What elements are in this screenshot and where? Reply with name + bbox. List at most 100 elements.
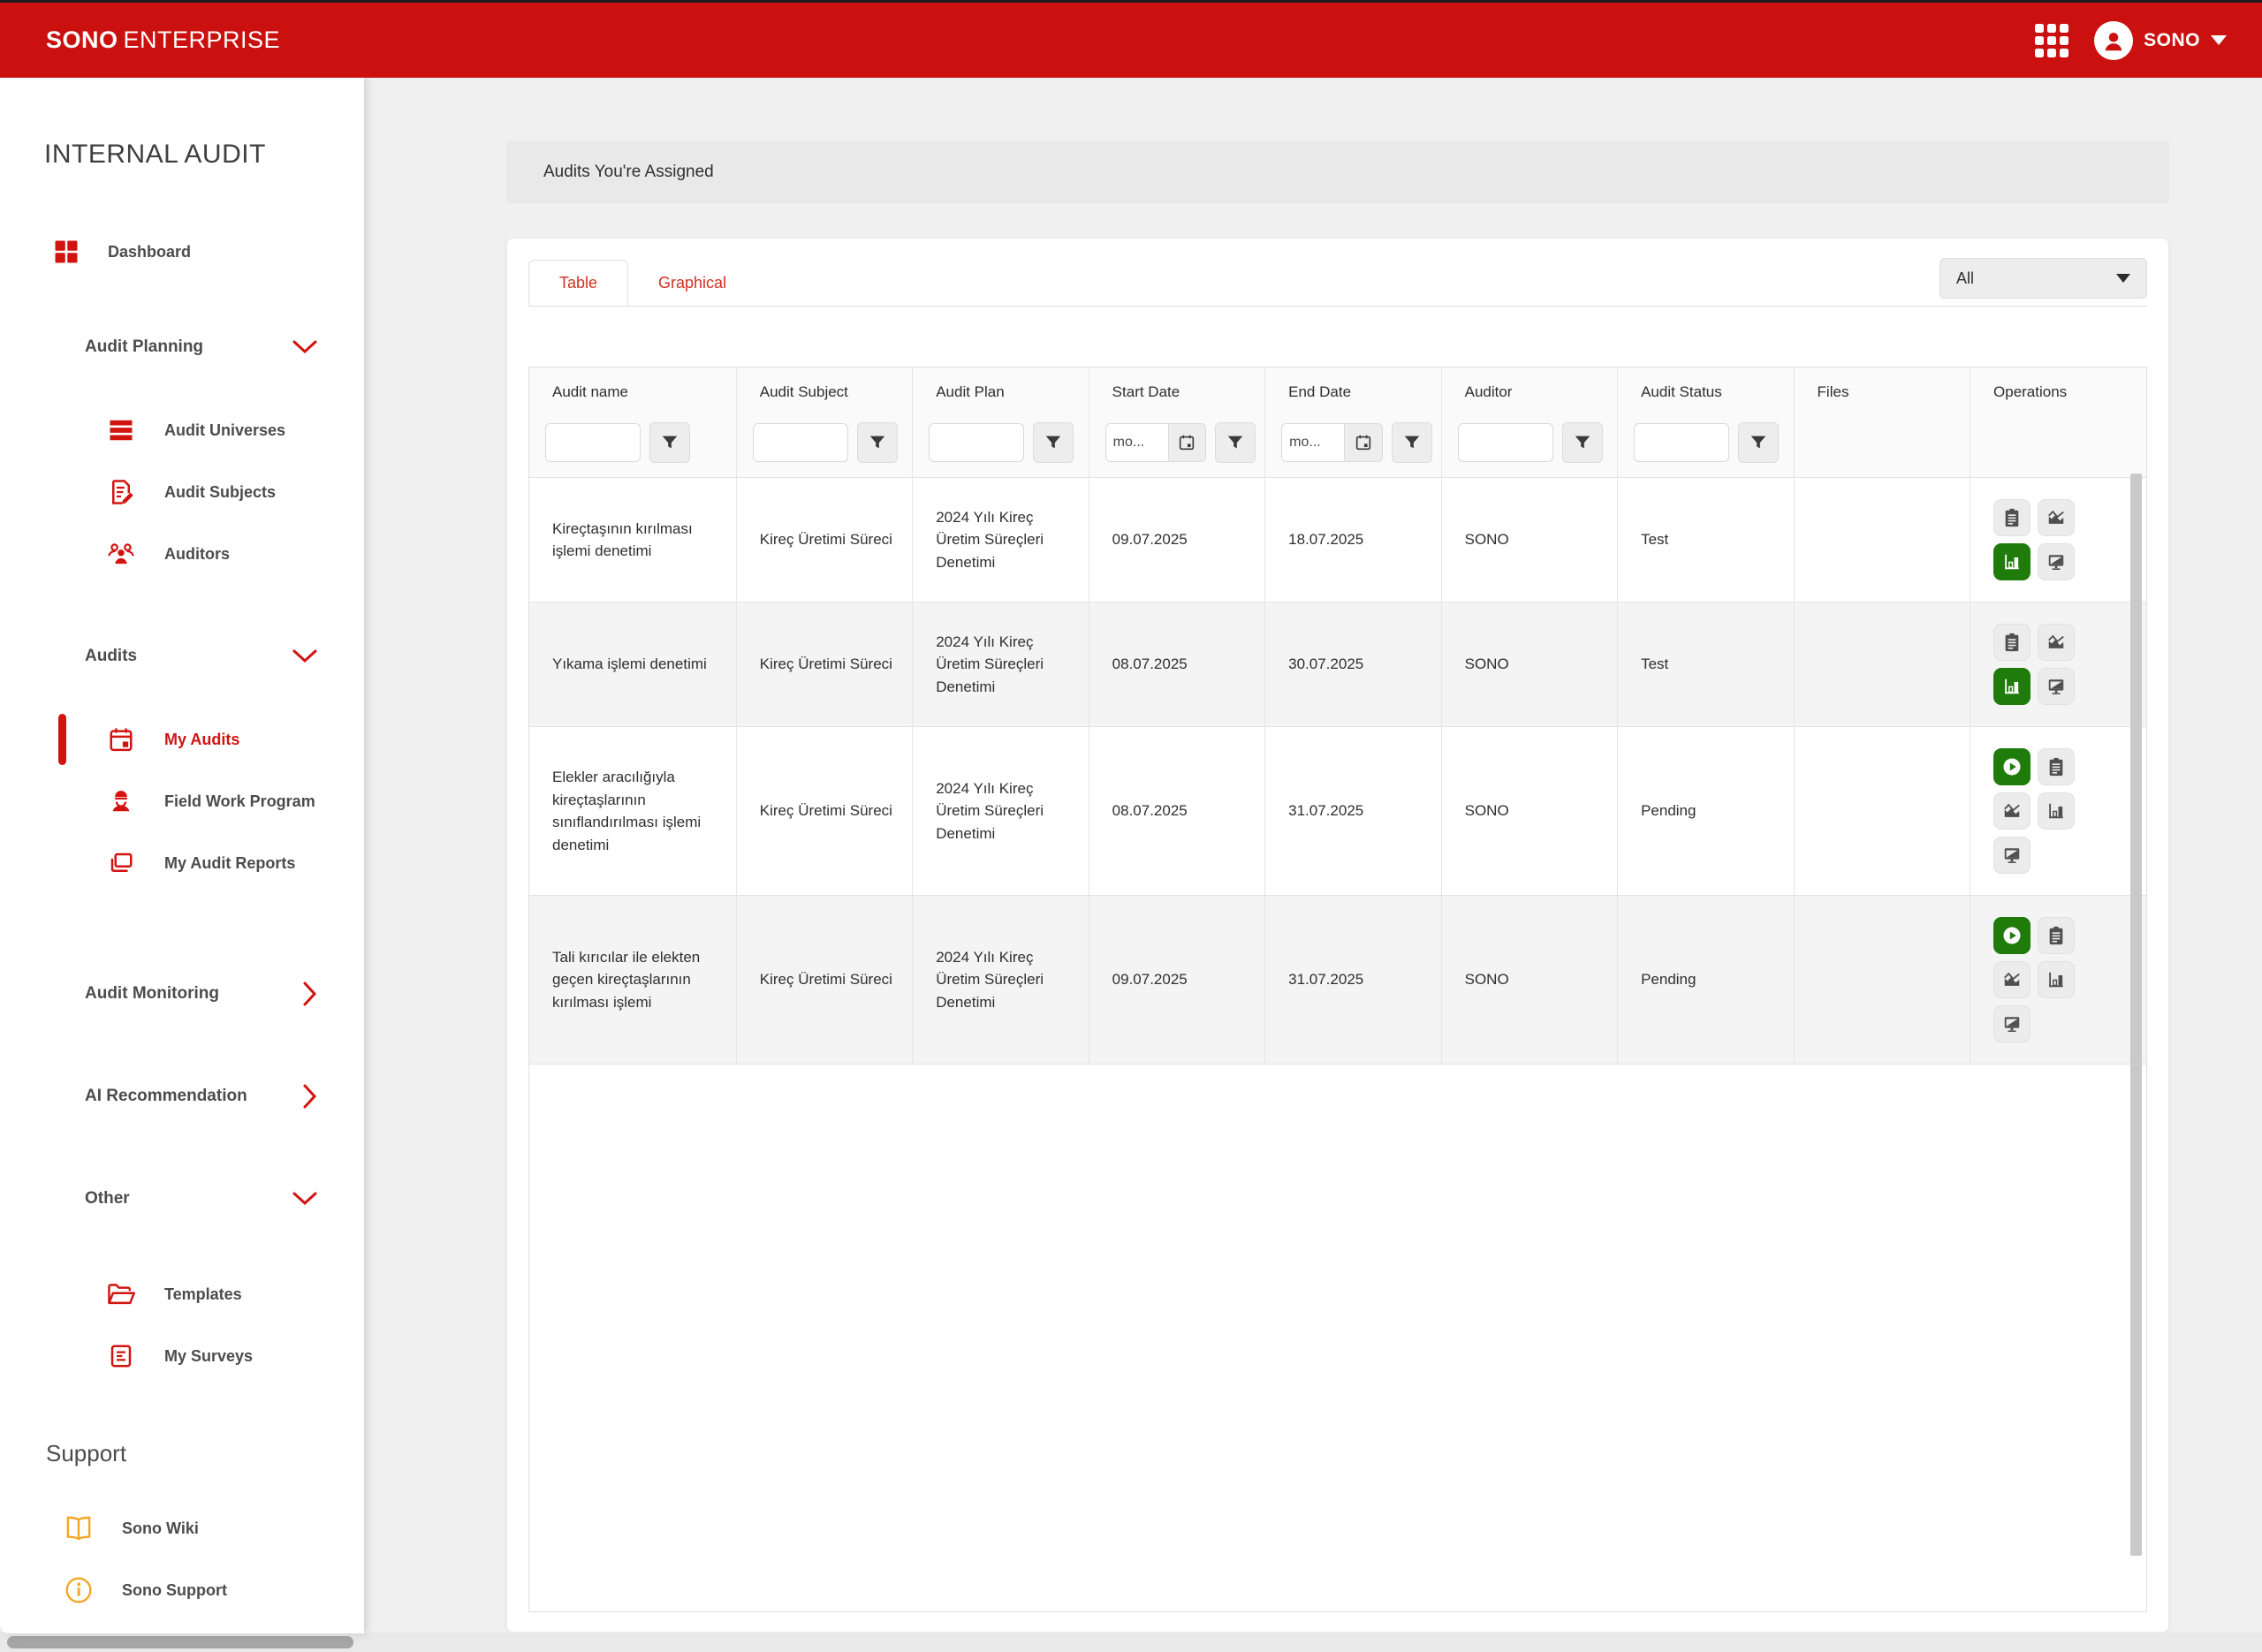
col-header-operations[interactable]: Operations: [1970, 368, 2146, 417]
monitor-button[interactable]: [2038, 543, 2076, 580]
reports-icon: [106, 848, 136, 878]
table-row[interactable]: Kireçtaşının kırılması işlemi denetimi K…: [529, 477, 2146, 602]
sidebar-item-dashboard[interactable]: Dashboard: [51, 231, 364, 272]
monitor-button[interactable]: [1993, 1005, 2031, 1042]
calendar-button[interactable]: [1167, 424, 1206, 461]
table-header-row: Audit name Audit Subject Audit Plan Star…: [529, 368, 2146, 417]
view-tabs: Table Graphical: [528, 260, 756, 306]
sidebar-item-my-audit-reports[interactable]: My Audit Reports: [0, 832, 364, 894]
brand-logo[interactable]: SONO ENTERPRISE: [46, 27, 280, 54]
support-list: Sono Wiki Sono Support: [0, 1497, 364, 1621]
monitor-button[interactable]: [1993, 837, 2031, 874]
filter-input-audit-plan[interactable]: [929, 423, 1025, 462]
cell-start-date: 08.07.2025: [1089, 602, 1266, 727]
sidebar-item-audit-universes[interactable]: Audit Universes: [0, 399, 364, 461]
filter-select[interactable]: All: [1939, 258, 2147, 299]
filter-select-value: All: [1956, 269, 1975, 287]
col-header-audit-status[interactable]: Audit Status: [1617, 368, 1795, 417]
calendar-button[interactable]: [1344, 424, 1382, 461]
sidebar-item-my-audits[interactable]: My Audits: [0, 709, 364, 770]
sidebar-item-my-surveys[interactable]: My Surveys: [0, 1325, 364, 1387]
area-chart-button[interactable]: [2038, 499, 2076, 536]
table-row[interactable]: Yıkama işlemi denetimi Kireç Üretimi Sür…: [529, 602, 2146, 727]
monitor-icon: [2048, 679, 2064, 694]
audit-planning-sublist: Audit Universes Audit Subjects Auditors: [0, 399, 364, 585]
sidebar-item-auditors[interactable]: Auditors: [0, 523, 364, 585]
tab-table[interactable]: Table: [528, 260, 629, 306]
col-header-files[interactable]: Files: [1794, 368, 1971, 417]
cell-files: [1794, 895, 1971, 1065]
table-row[interactable]: Tali kırıcılar ile elekten geçen kireçta…: [529, 895, 2146, 1065]
filter-funnel-button[interactable]: [1215, 422, 1256, 463]
sidebar-item-templates[interactable]: Templates: [0, 1263, 364, 1325]
bar-chart-button[interactable]: [1993, 543, 2031, 580]
bar-chart-icon: [2005, 554, 2019, 570]
sidebar-item-sono-support[interactable]: Sono Support: [0, 1559, 364, 1621]
document-edit-icon: [106, 477, 136, 507]
filter-input-auditor[interactable]: [1457, 423, 1553, 462]
sidebar-item-field-work-program[interactable]: Field Work Program: [0, 770, 364, 832]
sidebar-item-label: Sono Wiki: [122, 1519, 199, 1537]
table-vertical-scrollbar[interactable]: [2130, 474, 2142, 1556]
play-button[interactable]: [1993, 917, 2031, 954]
col-header-end-date[interactable]: End Date: [1264, 368, 1442, 417]
calendar-icon: [106, 724, 136, 754]
clipboard-button[interactable]: [1993, 499, 2031, 536]
bar-chart-button[interactable]: [1993, 668, 2031, 705]
funnel-icon: [1045, 436, 1061, 449]
clipboard-button[interactable]: [1993, 624, 2031, 661]
area-chart-icon: [2004, 972, 2020, 986]
page-title: Audits You're Assigned: [543, 163, 714, 181]
cell-audit-status: Pending: [1617, 726, 1795, 896]
play-icon: [2003, 758, 2021, 776]
sidebar-item-sono-wiki[interactable]: Sono Wiki: [0, 1497, 364, 1559]
cell-audit-name: Elekler aracılığıyla kireçtaşlarının sın…: [529, 726, 737, 896]
sidebar-section-audit-planning[interactable]: Audit Planning: [85, 327, 318, 368]
filter-input-start-date[interactable]: [1105, 424, 1168, 461]
area-chart-button[interactable]: [1993, 792, 2031, 830]
clipboard-button[interactable]: [2038, 748, 2076, 785]
filter-funnel-button[interactable]: [649, 422, 690, 463]
sidebar-section-audit-monitoring[interactable]: Audit Monitoring: [85, 974, 318, 1014]
filter-input-audit-name[interactable]: [545, 423, 641, 462]
sidebar-item-audit-subjects[interactable]: Audit Subjects: [0, 461, 364, 523]
play-button[interactable]: [1993, 748, 2031, 785]
bar-chart-button[interactable]: [2038, 961, 2076, 998]
cell-audit-plan: 2024 Yılı Kireç Üretim Süreçleri Denetim…: [912, 726, 1089, 896]
col-header-audit-plan[interactable]: Audit Plan: [912, 368, 1089, 417]
col-header-auditor[interactable]: Auditor: [1441, 368, 1619, 417]
apps-grid-icon[interactable]: [2034, 23, 2069, 58]
monitor-button[interactable]: [2038, 668, 2076, 705]
clipboard-button[interactable]: [2038, 917, 2076, 954]
table-row[interactable]: Elekler aracılığıyla kireçtaşlarının sın…: [529, 726, 2146, 896]
sidebar-section-other[interactable]: Other: [85, 1178, 318, 1219]
cell-auditor: SONO: [1441, 895, 1619, 1065]
col-header-audit-name[interactable]: Audit name: [529, 368, 737, 417]
bar-chart-button[interactable]: [2038, 792, 2076, 830]
col-header-audit-subject[interactable]: Audit Subject: [736, 368, 914, 417]
horizontal-scrollbar-thumb[interactable]: [7, 1636, 353, 1648]
filter-funnel-button[interactable]: [1738, 422, 1780, 463]
monitor-icon: [2004, 848, 2020, 863]
tab-graphical[interactable]: Graphical: [658, 273, 727, 292]
chevron-down-icon: [292, 340, 317, 354]
brand-bold: SONO: [46, 27, 118, 53]
sidebar-section-audits[interactable]: Audits: [85, 636, 318, 677]
col-header-start-date[interactable]: Start Date: [1089, 368, 1266, 417]
area-chart-icon: [2048, 510, 2064, 524]
filter-funnel-button[interactable]: [1391, 422, 1432, 463]
user-menu[interactable]: SONO: [2094, 20, 2227, 60]
filter-input-audit-subject[interactable]: [752, 423, 848, 462]
horizontal-scrollbar-track[interactable]: [0, 1633, 2262, 1652]
area-chart-button[interactable]: [2038, 624, 2076, 661]
operations-group: [1993, 748, 2117, 874]
filter-funnel-button[interactable]: [856, 422, 898, 463]
funnel-icon: [662, 436, 678, 449]
filter-funnel-button[interactable]: [1561, 422, 1603, 463]
cell-start-date: 09.07.2025: [1089, 477, 1266, 602]
sidebar-section-ai-recommendation[interactable]: AI Recommendation: [85, 1076, 318, 1117]
filter-input-audit-status[interactable]: [1634, 423, 1730, 462]
filter-input-end-date[interactable]: [1282, 424, 1345, 461]
area-chart-button[interactable]: [1993, 961, 2031, 998]
filter-funnel-button[interactable]: [1033, 422, 1074, 463]
